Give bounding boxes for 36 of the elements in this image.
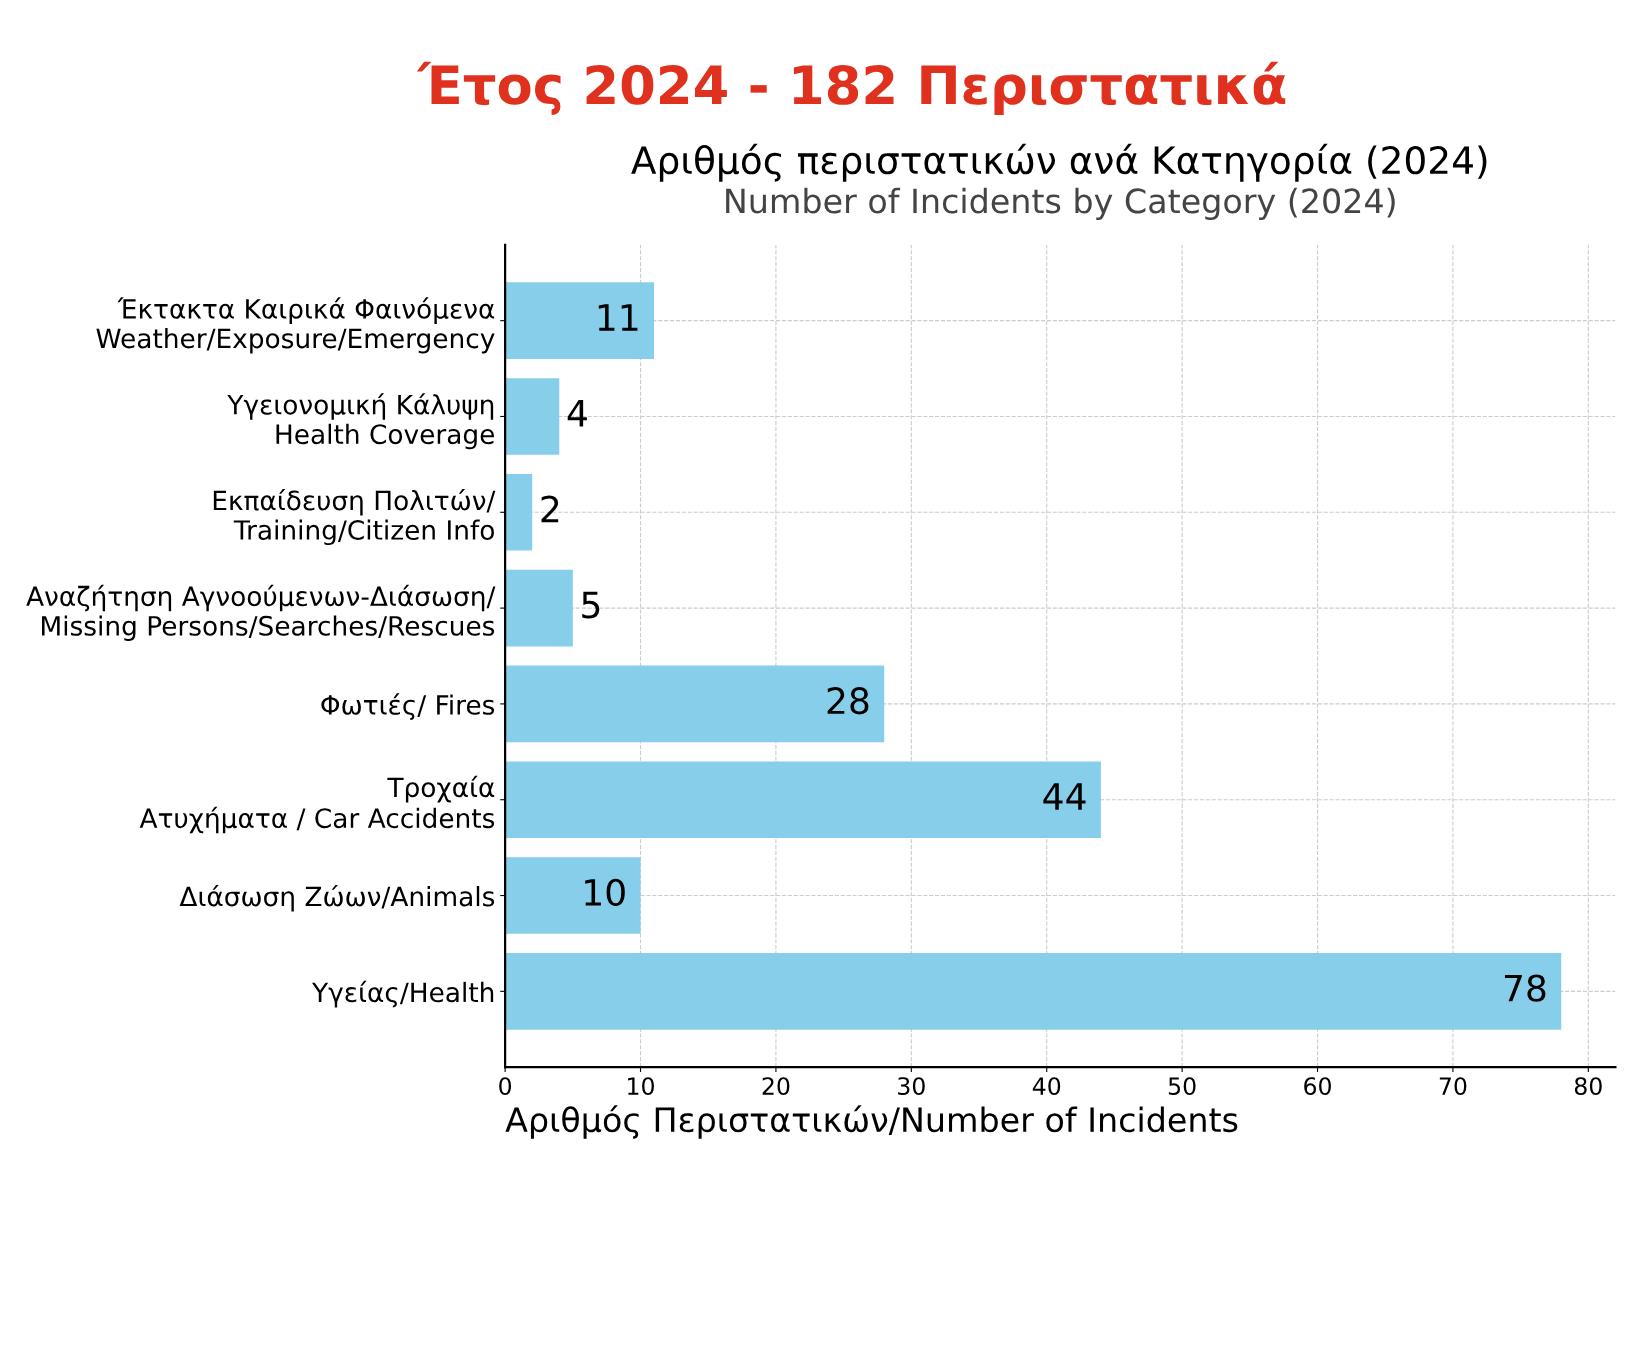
x-tick-label: 40 xyxy=(1032,1077,1061,1096)
bar xyxy=(505,569,573,647)
bar xyxy=(505,282,655,359)
x-tick-label: 30 xyxy=(898,1077,925,1096)
x-tick-label: 0 xyxy=(499,1077,512,1096)
y-tick-label: Υγειονομική Κάλυψη Health Coverage xyxy=(227,393,494,450)
bar xyxy=(505,857,641,934)
bar xyxy=(505,761,1101,839)
data-label: 28 xyxy=(827,687,869,715)
data-label: 78 xyxy=(1504,974,1546,1002)
y-tick-label: Εκπαίδευση Πολιτών/ Training/Citizen Info xyxy=(213,488,496,546)
bar xyxy=(505,473,533,551)
data-label: 2 xyxy=(541,495,559,523)
data-label: 10 xyxy=(585,878,625,906)
y-tick-label: Διάσωση Ζώων/Animals xyxy=(179,884,495,912)
x-tick-label: 70 xyxy=(1439,1077,1467,1096)
x-axis-title: Αριθμός Περιστατικών/Number of Incidents xyxy=(505,1105,1238,1139)
x-tick-label: 80 xyxy=(1574,1077,1602,1096)
data-label: 4 xyxy=(567,400,587,427)
data-label: 5 xyxy=(582,591,600,619)
x-tick-label: 60 xyxy=(1304,1077,1331,1096)
y-tick-label: Αναζήτηση Αγνοούμενων-Διάσωση/ Missing Persons/Searches/Rescues xyxy=(26,584,496,641)
x-tick-label: 50 xyxy=(1168,1077,1196,1096)
x-tick-label: 10 xyxy=(628,1077,654,1096)
y-tick-label: Τροχαία Ατυχήματα / Car Accidents xyxy=(139,775,495,834)
bar xyxy=(505,953,1562,1030)
y-tick-label: Υγείας/Health xyxy=(311,980,494,1008)
bar xyxy=(505,665,885,743)
y-tick-label: Φωτιές/ Fires xyxy=(321,693,495,720)
chart-subtitle: Αριθμός περιστατικών ανά Κατηγορία (2024) Number of Incidents by Category (2024) xyxy=(631,143,1487,221)
data-label: 44 xyxy=(1043,783,1086,810)
y-tick-label: Έκτακτα Καιρικά Φαινόμενα Weather/Exposure/Emergency xyxy=(96,297,495,354)
data-label: 11 xyxy=(598,304,638,331)
x-tick-label: 20 xyxy=(762,1077,790,1096)
bar xyxy=(505,378,560,455)
chart-title: Έτος 2024 - 182 Περιστατικά xyxy=(416,61,1286,116)
